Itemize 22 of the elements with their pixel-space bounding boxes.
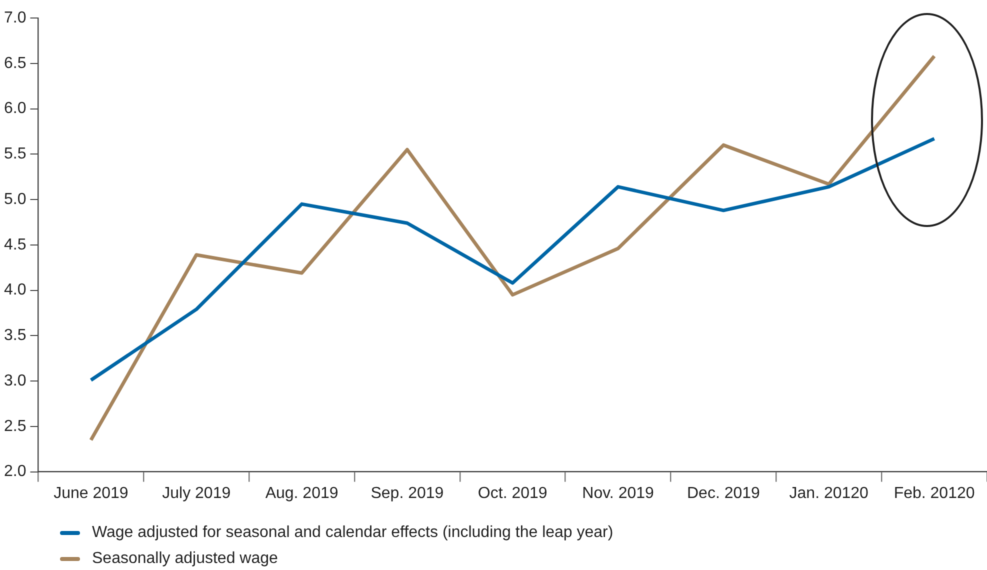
x-tick-label: Dec. 2019 [686,484,760,502]
x-tick-label: Oct. 2019 [478,484,548,502]
x-tick-label: Sep. 2019 [370,484,444,502]
y-tick-label: 4.0 [4,282,26,299]
y-tick-label: 4.5 [4,236,26,254]
x-tick-label: Feb. 20120 [894,484,975,502]
x-tick-label: Jan. 20120 [789,484,869,502]
y-tick-label: 2.5 [4,418,26,435]
y-tick-label: 2.0 [4,463,26,480]
legend-label: Seasonally adjusted wage [92,550,278,568]
y-tick-label: 5.0 [4,190,26,208]
x-tick-label: Nov. 2019 [582,484,654,502]
x-tick-label: June 2019 [54,484,128,502]
y-tick-label: 3.5 [4,327,26,344]
y-tick-label: 5.5 [4,146,26,163]
x-tick-label: July 2019 [162,484,231,502]
y-tick-label: 6.5 [4,54,26,72]
legend-label: Wage adjusted for seasonal and calendar effects (including the leap year) [92,524,614,542]
y-tick-label: 3.0 [4,372,26,390]
y-tick-label: 7.0 [4,9,26,26]
y-tick-label: 6.0 [4,100,26,118]
x-tick-label: Aug. 2019 [265,484,338,502]
